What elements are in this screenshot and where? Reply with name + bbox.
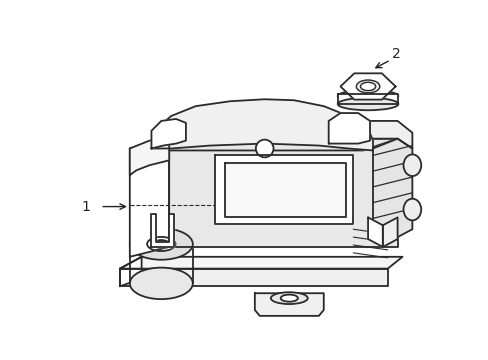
Polygon shape [328,113,369,144]
Ellipse shape [337,90,398,102]
Polygon shape [215,156,352,224]
Polygon shape [340,73,395,100]
Ellipse shape [270,292,307,304]
Ellipse shape [337,98,398,110]
Ellipse shape [153,240,169,248]
Polygon shape [129,139,397,150]
Ellipse shape [129,228,192,260]
Polygon shape [338,121,411,148]
Polygon shape [151,99,372,150]
Polygon shape [129,139,169,257]
Ellipse shape [129,267,192,299]
Polygon shape [337,94,398,104]
Ellipse shape [403,154,420,176]
Polygon shape [225,163,346,217]
Ellipse shape [360,82,375,91]
Polygon shape [129,139,169,175]
Ellipse shape [356,80,379,93]
Polygon shape [120,269,387,286]
Text: 2: 2 [391,47,400,61]
Polygon shape [169,139,397,247]
Polygon shape [120,257,402,269]
Ellipse shape [403,199,420,220]
Polygon shape [254,293,323,316]
Text: 1: 1 [81,199,90,213]
Polygon shape [151,119,185,148]
Polygon shape [151,215,174,247]
Polygon shape [382,217,397,247]
Polygon shape [367,217,382,247]
Ellipse shape [147,237,175,251]
Polygon shape [372,139,411,237]
Polygon shape [120,257,142,286]
Circle shape [255,140,273,157]
Ellipse shape [280,294,297,302]
